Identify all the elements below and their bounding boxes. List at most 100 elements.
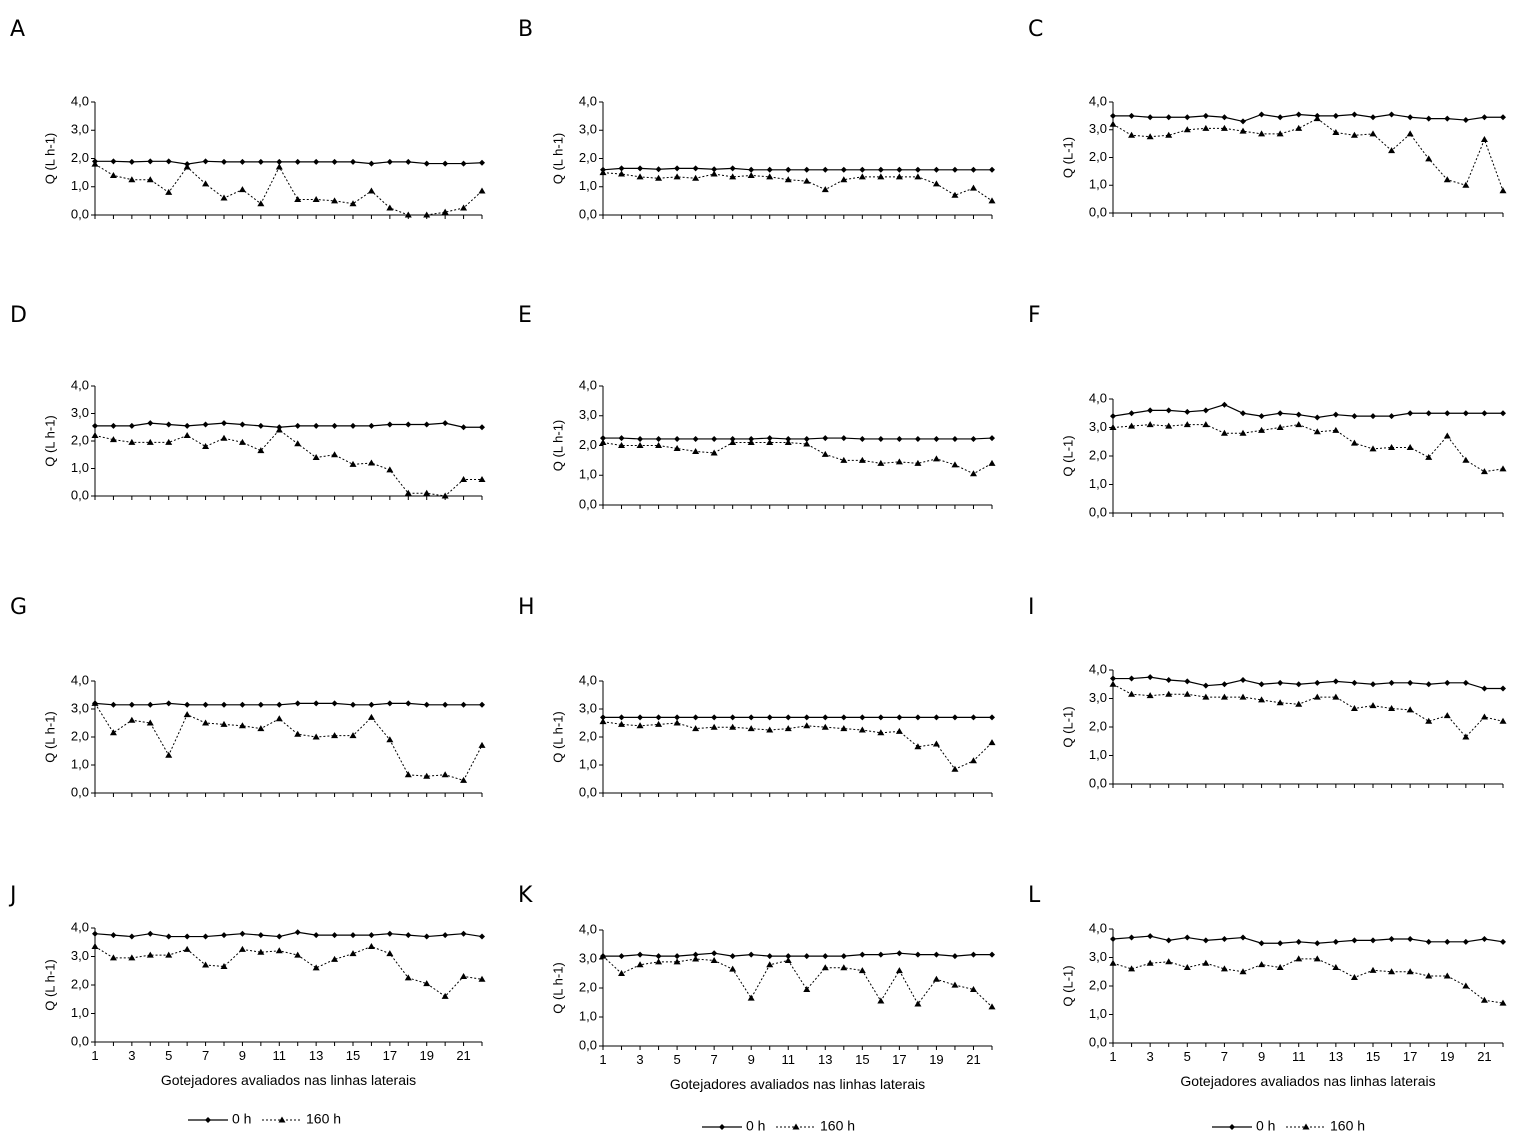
marker-0h [257, 932, 264, 939]
marker-0h [877, 714, 884, 721]
y-tick-label: 3,0 [71, 405, 89, 420]
marker-160h [1183, 690, 1191, 697]
marker-160h [331, 451, 339, 458]
marker-160h [1332, 426, 1340, 433]
marker-160h [1425, 972, 1433, 979]
marker-0h [914, 435, 921, 442]
x-tick-label: 21 [966, 1052, 980, 1067]
marker-160h [423, 211, 431, 218]
marker-0h [1332, 112, 1339, 119]
marker-160h [692, 447, 700, 454]
marker-0h [405, 932, 412, 939]
marker-160h [183, 432, 191, 438]
marker-160h [478, 476, 486, 482]
y-tick-label: 0,0 [1089, 504, 1107, 519]
x-tick-label: 19 [929, 1052, 943, 1067]
marker-0h [859, 435, 866, 442]
marker-160h [238, 945, 246, 952]
y-tick-label: 1,0 [1089, 476, 1107, 491]
marker-0h [147, 930, 154, 937]
y-tick-label: 3,0 [579, 700, 597, 715]
legend-0h-label: 0 h [746, 1118, 765, 1134]
y-axis-label: Q (L-1) [1060, 965, 1075, 1006]
marker-160h [1313, 428, 1321, 435]
y-tick-label: 4,0 [71, 672, 89, 687]
marker-0h [1110, 413, 1116, 420]
marker-0h [313, 700, 320, 707]
marker-0h [442, 932, 449, 939]
marker-160h [803, 985, 811, 992]
marker-0h [221, 932, 227, 939]
y-axis-label: Q (L h-1) [550, 962, 565, 1014]
marker-160h [636, 961, 644, 968]
x-tick-label: 5 [165, 1048, 172, 1063]
y-tick-label: 0,0 [579, 1037, 597, 1052]
marker-0h [313, 422, 320, 429]
marker-160h [257, 447, 265, 454]
marker-0h [1240, 118, 1246, 125]
panel-e: E 0,0 1,0 2,0 3,0 4,0 Q (L h-1) [518, 303, 996, 511]
marker-160h [1258, 426, 1266, 433]
marker-0h [294, 422, 301, 429]
marker-0h [729, 714, 736, 721]
marker-0h [1128, 112, 1135, 119]
marker-0h [1202, 112, 1209, 119]
marker-0h [1444, 115, 1451, 122]
marker-160h [951, 191, 959, 198]
marker-160h [877, 997, 885, 1004]
y-tick-label: 2,0 [1089, 718, 1107, 733]
x-tick-label: 17 [892, 1052, 906, 1067]
x-tick-label: 15 [1366, 1049, 1380, 1064]
marker-160h [404, 489, 412, 496]
marker-0h [1425, 938, 1432, 945]
marker-0h [239, 930, 246, 937]
marker-0h [1351, 111, 1358, 118]
marker-160h [1350, 439, 1358, 446]
marker-0h [350, 422, 356, 429]
x-tick-label: 21 [456, 1048, 470, 1063]
marker-0h [933, 951, 940, 958]
marker-0h [896, 714, 903, 721]
marker-0h [294, 929, 301, 936]
marker-0h [933, 714, 940, 721]
marker-160h [257, 725, 265, 732]
marker-160h [146, 176, 154, 183]
marker-160h [840, 456, 848, 463]
marker-0h [766, 953, 773, 960]
marker-0h [1184, 934, 1191, 941]
marker-160h [1406, 706, 1414, 713]
marker-0h [257, 422, 264, 429]
marker-0h [1351, 679, 1358, 686]
marker-160h [441, 492, 449, 499]
panel-f: F 0,0 1,0 2,0 3,0 4,0 Q (L-1) [1028, 303, 1507, 519]
x-tick-label: 11 [1292, 1049, 1306, 1064]
marker-160h [1183, 421, 1191, 428]
marker-0h [859, 714, 866, 721]
marker-160h [1406, 443, 1414, 450]
y-tick-label: 1,0 [71, 460, 89, 475]
marker-0h [748, 435, 755, 442]
marker-160h [1202, 124, 1210, 131]
series-0h-line [1112, 935, 1504, 944]
marker-0h [479, 701, 485, 708]
marker-160h [294, 951, 302, 958]
panel-j: J0,01,02,03,04,01 3 5 7 9 11 13 15 17 19 21Gotejad… [8, 883, 486, 1088]
marker-0h [1258, 413, 1265, 420]
marker-0h [331, 700, 338, 707]
marker-160h [988, 1003, 996, 1010]
marker-160h [1350, 131, 1358, 138]
marker-0h [350, 932, 356, 939]
marker-160h [220, 962, 228, 969]
marker-0h [1500, 410, 1506, 417]
legend-160h-label: 160 h [306, 1111, 341, 1127]
y-axis-label: Q (L h-1) [42, 133, 57, 185]
marker-160h [91, 432, 99, 438]
marker-160h [1258, 961, 1266, 968]
panel-d: D 0,0 1,0 2,0 3,0 4,0 Q (L h-1) [10, 303, 486, 502]
marker-0h [637, 951, 644, 958]
marker-160h [1369, 702, 1377, 709]
marker-0h [460, 160, 467, 167]
marker-0h [423, 701, 430, 708]
marker-0h [711, 166, 718, 173]
marker-160h [202, 443, 210, 449]
